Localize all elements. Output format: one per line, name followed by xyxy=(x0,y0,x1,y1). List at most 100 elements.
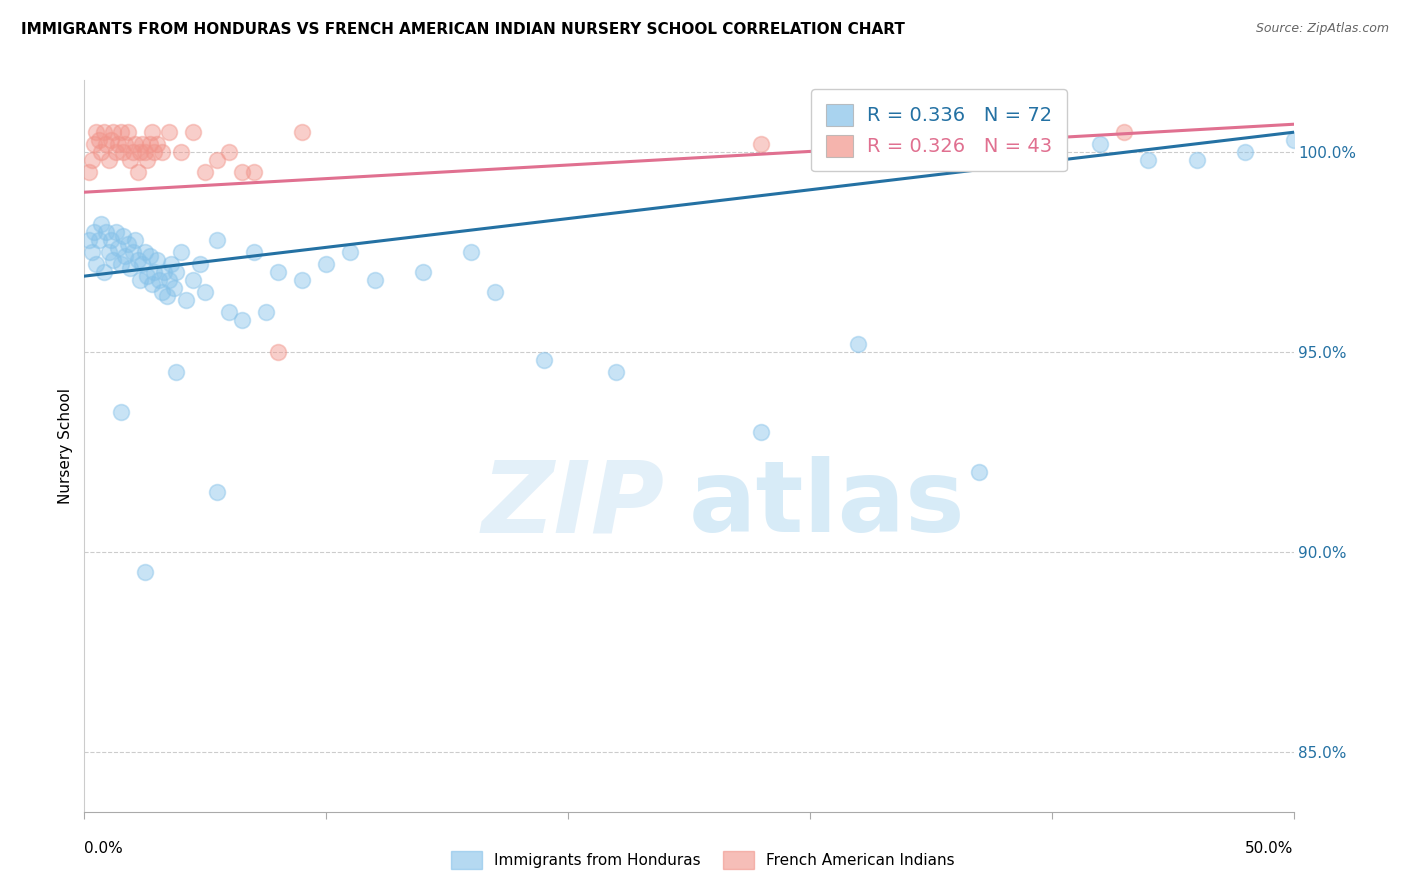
Legend: R = 0.336   N = 72, R = 0.326   N = 43: R = 0.336 N = 72, R = 0.326 N = 43 xyxy=(811,89,1067,171)
Point xyxy=(127,253,149,268)
Point xyxy=(110,257,132,271)
Point xyxy=(103,125,125,139)
Point xyxy=(124,137,146,152)
Point xyxy=(138,137,160,152)
Point xyxy=(157,125,180,139)
Point xyxy=(136,153,159,168)
Text: 0.0%: 0.0% xyxy=(84,841,124,856)
Text: IMMIGRANTS FROM HONDURAS VS FRENCH AMERICAN INDIAN NURSERY SCHOOL CORRELATION CH: IMMIGRANTS FROM HONDURAS VS FRENCH AMERI… xyxy=(21,22,905,37)
Point xyxy=(93,125,115,139)
Point xyxy=(533,353,555,368)
Legend: Immigrants from Honduras, French American Indians: Immigrants from Honduras, French America… xyxy=(446,845,960,875)
Point xyxy=(83,225,105,239)
Point xyxy=(163,281,186,295)
Point xyxy=(254,305,277,319)
Point xyxy=(127,165,149,179)
Point xyxy=(1282,133,1305,147)
Point xyxy=(967,465,990,479)
Point xyxy=(120,153,142,168)
Point xyxy=(605,365,627,379)
Point xyxy=(141,277,163,292)
Point xyxy=(94,225,117,239)
Text: 50.0%: 50.0% xyxy=(1246,841,1294,856)
Point xyxy=(165,265,187,279)
Point xyxy=(83,137,105,152)
Point xyxy=(104,145,127,160)
Point xyxy=(207,485,229,500)
Point xyxy=(207,153,229,168)
Point xyxy=(291,273,314,287)
Point xyxy=(87,133,110,147)
Point xyxy=(148,273,170,287)
Point xyxy=(97,153,120,168)
Point xyxy=(174,293,197,307)
Point xyxy=(124,233,146,247)
Point xyxy=(120,261,142,276)
Point xyxy=(267,345,290,359)
Point xyxy=(412,265,434,279)
Point xyxy=(218,305,240,319)
Point xyxy=(100,233,122,247)
Point xyxy=(153,265,176,279)
Text: Source: ZipAtlas.com: Source: ZipAtlas.com xyxy=(1256,22,1389,36)
Point xyxy=(150,285,173,299)
Point xyxy=(100,133,122,147)
Point xyxy=(121,245,143,260)
Point xyxy=(242,245,264,260)
Point xyxy=(131,137,153,152)
Point xyxy=(194,165,217,179)
Point xyxy=(460,245,482,260)
Point xyxy=(114,137,136,152)
Point xyxy=(242,165,264,179)
Point xyxy=(117,237,139,252)
Point xyxy=(194,285,217,299)
Point xyxy=(80,245,103,260)
Point xyxy=(134,245,156,260)
Point xyxy=(114,249,136,263)
Point xyxy=(110,405,132,419)
Point xyxy=(94,137,117,152)
Point xyxy=(1137,153,1160,168)
Point xyxy=(846,337,869,351)
Point xyxy=(181,125,204,139)
Point xyxy=(107,241,129,255)
Point xyxy=(87,233,110,247)
Point xyxy=(80,153,103,168)
Point xyxy=(291,125,314,139)
Point xyxy=(1114,125,1136,139)
Y-axis label: Nursery School: Nursery School xyxy=(58,388,73,504)
Point xyxy=(86,257,108,271)
Point xyxy=(143,265,166,279)
Point xyxy=(267,265,290,279)
Point xyxy=(170,145,193,160)
Point xyxy=(484,285,506,299)
Point xyxy=(1234,145,1257,160)
Point xyxy=(231,165,253,179)
Point xyxy=(112,145,135,160)
Point xyxy=(363,273,385,287)
Point xyxy=(90,145,112,160)
Point xyxy=(77,165,100,179)
Point xyxy=(315,257,337,271)
Point xyxy=(143,145,166,160)
Point xyxy=(134,565,156,579)
Point xyxy=(90,217,112,231)
Point xyxy=(155,289,177,303)
Point xyxy=(170,245,193,260)
Text: ZIP: ZIP xyxy=(482,456,665,553)
Point xyxy=(190,257,212,271)
Point xyxy=(134,145,156,160)
Point xyxy=(103,253,125,268)
Point xyxy=(138,249,160,263)
Point xyxy=(121,145,143,160)
Point xyxy=(967,137,990,152)
Point xyxy=(112,229,135,244)
Point xyxy=(97,245,120,260)
Point xyxy=(207,233,229,247)
Point xyxy=(141,125,163,139)
Point xyxy=(131,257,153,271)
Point xyxy=(218,145,240,160)
Point xyxy=(150,145,173,160)
Point xyxy=(129,273,152,287)
Point xyxy=(110,125,132,139)
